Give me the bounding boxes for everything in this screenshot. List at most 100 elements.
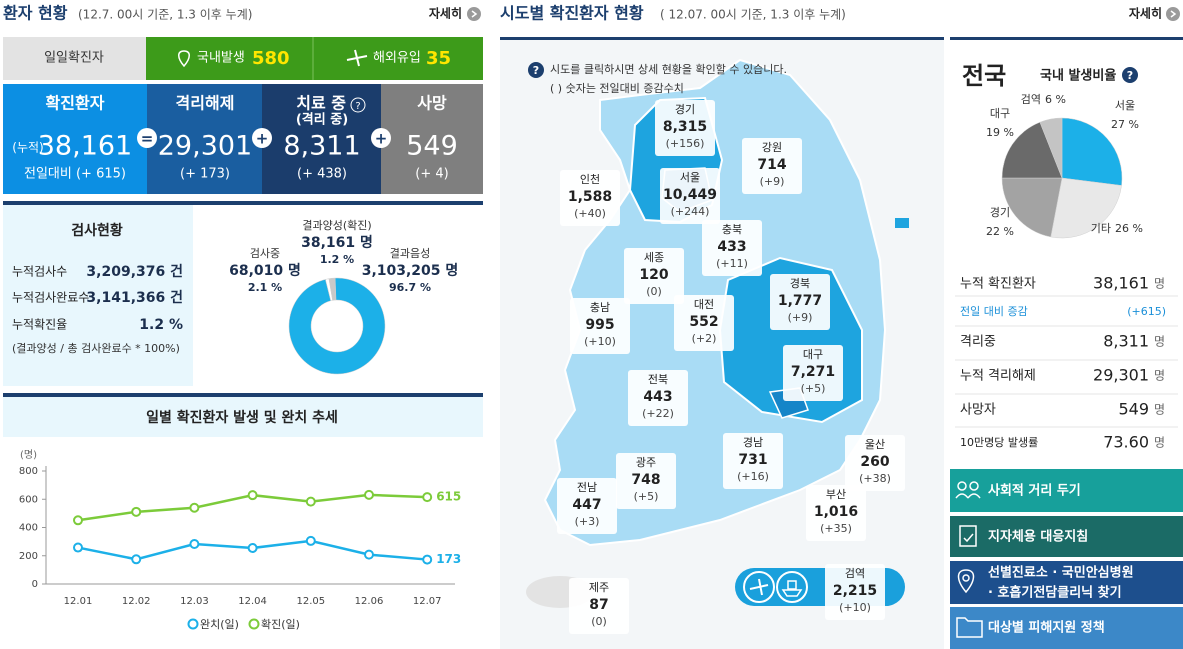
divider: [950, 37, 1183, 40]
region-change: (0): [591, 615, 607, 628]
pie-value-label: 27 %: [1111, 118, 1139, 131]
x-tick-label: 12.06: [355, 596, 384, 607]
region-name: 대전: [694, 298, 714, 311]
region-name: 세종: [644, 251, 664, 264]
data-label: 615: [436, 490, 461, 504]
region-box[interactable]: [742, 138, 802, 194]
region-box[interactable]: [569, 578, 629, 634]
region-value: 2,215: [833, 583, 877, 599]
plane-icon: [749, 578, 769, 596]
value: 1.2 %: [139, 317, 183, 333]
pie-slice: [1050, 177, 1122, 239]
legend-marker: [248, 618, 260, 630]
card-bg: [381, 84, 483, 194]
point: [305, 535, 316, 546]
link-label[interactable]: · 호흡기전담클리닉 찾기: [988, 585, 1122, 601]
unit: 명: [1154, 335, 1165, 349]
divider: [500, 37, 944, 40]
plane-icon: [346, 49, 368, 67]
region-value: 748: [631, 472, 660, 488]
link-bg[interactable]: [950, 607, 1183, 649]
more-icon[interactable]: [1166, 7, 1180, 21]
label: 결과양성(확진): [302, 219, 371, 232]
region-box[interactable]: [702, 220, 762, 276]
value: (+615): [1127, 305, 1166, 318]
region-change: (+10): [839, 601, 871, 614]
pie-slice: [288, 277, 386, 375]
unit: 명: [1154, 403, 1165, 417]
divider: [3, 201, 483, 205]
card-bg: [147, 84, 262, 194]
region-box[interactable]: [825, 564, 885, 620]
pie-slice: [1039, 117, 1063, 179]
region-box[interactable]: [674, 295, 734, 351]
region-name: 전북: [648, 373, 668, 386]
region-box[interactable]: [783, 345, 843, 401]
link-label[interactable]: 사회적 거리 두기: [988, 483, 1081, 499]
value: 35: [426, 48, 451, 69]
link-label[interactable]: 대상별 피해지원 정책: [988, 620, 1105, 636]
map-island: [895, 218, 909, 228]
x-tick-label: 12.05: [296, 596, 325, 607]
legend-marker: [187, 618, 199, 630]
region-change: (+5): [634, 490, 659, 503]
help-icon: ?: [1127, 69, 1133, 82]
region-value: 260: [860, 454, 889, 470]
link-bg[interactable]: [950, 561, 1183, 604]
help-icon: ?: [355, 101, 360, 112]
region-change: (+5): [801, 382, 826, 395]
section-subtitle: (12.7. 00시 기준, 1.3 이후 누계): [78, 8, 252, 22]
label: 격리중: [960, 335, 996, 350]
value: 3,209,376 건: [86, 263, 183, 280]
ship-icon: [781, 580, 803, 597]
region-box[interactable]: [723, 433, 783, 489]
region-value: 552: [689, 314, 718, 330]
region-name: 인천: [580, 172, 600, 186]
region-box[interactable]: [845, 435, 905, 491]
more-link[interactable]: 자세히: [429, 6, 462, 21]
label: 국내발생: [197, 51, 245, 66]
region-box[interactable]: [770, 274, 830, 330]
link-bg[interactable]: [950, 469, 1183, 512]
region-box[interactable]: [655, 100, 715, 156]
region-box[interactable]: [570, 298, 630, 354]
card-change: (+ 173): [180, 167, 230, 182]
link-bg[interactable]: [950, 516, 1183, 557]
label: 전일 대비 증감: [960, 304, 1028, 318]
region-box[interactable]: [660, 168, 720, 224]
region-box[interactable]: [557, 478, 617, 534]
unit: 명: [1154, 436, 1165, 450]
help-icon: ?: [533, 64, 539, 77]
more-link[interactable]: 자세히: [1129, 6, 1162, 21]
label: 누적 확진환자: [960, 277, 1036, 292]
region-name: 서울: [680, 171, 700, 184]
point: [189, 502, 200, 513]
pie-label: 검역: [1021, 93, 1041, 106]
link-label[interactable]: 선별진료소 · 국민안심병원: [988, 565, 1134, 581]
more-icon[interactable]: [467, 7, 481, 21]
operator-bg: [137, 128, 157, 148]
region-box[interactable]: [616, 453, 676, 509]
region-change: (+40): [574, 207, 606, 220]
card-value: 8,311: [283, 131, 360, 162]
card-title: 사망: [417, 94, 447, 113]
region-box[interactable]: [560, 170, 620, 226]
label: 누적검사완료수: [12, 291, 89, 305]
label: 누적 격리해제: [960, 369, 1036, 384]
operator: +: [375, 130, 388, 148]
region-name: 울산: [865, 438, 885, 451]
region-name: 충남: [590, 301, 610, 314]
region-change: (+9): [788, 311, 813, 324]
region-box[interactable]: [624, 248, 684, 304]
region-box[interactable]: [628, 370, 688, 426]
region-name: 부산: [826, 488, 846, 501]
region-name: 제주: [589, 581, 609, 594]
link-label[interactable]: 지자체용 대응지침: [988, 529, 1088, 545]
region-box[interactable]: [806, 485, 866, 541]
point: [131, 506, 142, 517]
section-subtitle: ( 12.07. 00시 기준, 1.3 이후 누계): [660, 8, 846, 22]
value: 38,161 명: [301, 234, 373, 251]
region-value: 995: [585, 317, 614, 333]
card-title: 확진환자: [46, 94, 105, 113]
